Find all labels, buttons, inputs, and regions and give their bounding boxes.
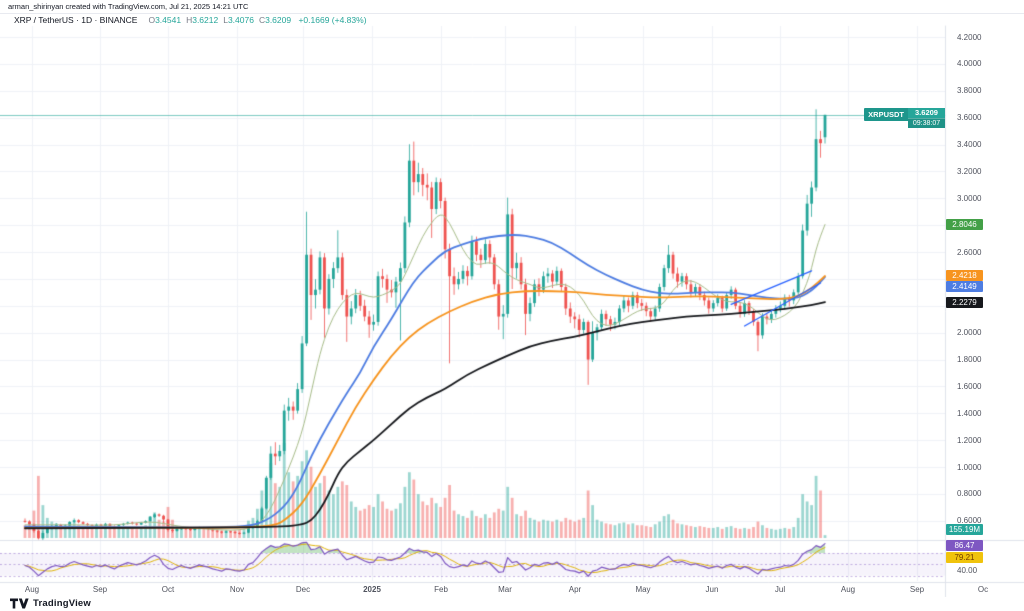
- time-axis[interactable]: Aug Sep Oct Nov Dec 2025 Feb Mar Apr May Jun Jul Aug…: [0, 582, 1024, 597]
- ma-black-badge: 2.2279: [946, 296, 983, 308]
- attribution-text: arman_shirinyan created with TradingView…: [8, 2, 249, 11]
- change-value: +0.1669 (+4.83%): [298, 15, 367, 25]
- price-tick-label: 0.8000: [957, 489, 982, 499]
- rsi-ma-badge: 79.21: [946, 551, 983, 563]
- time-tick-label-Sep: Sep: [909, 585, 925, 594]
- logo-row: TradingView: [0, 597, 1024, 611]
- time-tick-label-2025: 2025: [363, 585, 381, 594]
- price-tick-label: 1.4000: [957, 408, 982, 418]
- price-tick-label: 3.8000: [957, 86, 982, 96]
- symbol-title[interactable]: XRP / TetherUS · 1D · BINANCE: [14, 15, 138, 25]
- price-tick-label: 2.6000: [957, 247, 982, 257]
- time-tick-label-Jul: Jul: [774, 585, 786, 594]
- price-tick-label: 1.0000: [957, 462, 982, 472]
- time-tick-label-May: May: [635, 585, 651, 594]
- price-tick-label: 3.4000: [957, 140, 982, 150]
- volume-badge: 155.19M: [946, 523, 983, 535]
- time-tick-label-Apr: Apr: [568, 585, 582, 594]
- ohlc-value-H: 3.6212: [192, 15, 219, 25]
- time-tick-label-Aug: Aug: [840, 585, 856, 594]
- last-price-badge: XRPUSDT 3.6209 09:38:07: [864, 107, 945, 128]
- symbol-info-bar: XRP / TetherUS · 1D · BINANCE O3.4541 H3.6…: [14, 15, 367, 25]
- time-tick-label-Feb: Feb: [434, 585, 448, 594]
- price-tick-label: 3.6000: [957, 113, 982, 123]
- tradingview-logo[interactable]: TradingView: [10, 598, 91, 609]
- time-tick-label-Mar: Mar: [498, 585, 512, 594]
- rsi-badge: 86.47: [946, 540, 983, 551]
- ohlc-value-C: 3.6209: [265, 15, 292, 25]
- rsi-tick-label: 40.00: [957, 565, 978, 575]
- price-axis[interactable]: 4.2000 4.0000 3.8000 3.6000 3.4000 3.2000 3.00…: [945, 26, 1024, 597]
- time-tick-label-Sep: Sep: [92, 585, 108, 594]
- price-tick-label: 1.6000: [957, 381, 982, 391]
- ohlc-value-L: 3.4076: [227, 15, 254, 25]
- ohlc-value-O: 3.4541: [155, 15, 182, 25]
- time-tick-label-Jun: Jun: [705, 585, 719, 594]
- tradingview-logo-text: TradingView: [33, 598, 91, 609]
- attribution-bar: [0, 0, 1024, 14]
- ohlc-label-C: C: [258, 15, 266, 25]
- price-tick-label: 1.8000: [957, 355, 982, 365]
- ma-blue-badge: 2.4149: [946, 281, 983, 293]
- ohlc-values: O3.4541 H3.6212 L3.4076 C3.6209: [143, 15, 291, 25]
- time-tick-label-Oct: Oct: [161, 585, 175, 594]
- symbol-chip: XRPUSDT: [864, 107, 908, 121]
- time-tick-label-Aug: Aug: [24, 585, 40, 594]
- price-tick-label: 0.6000: [957, 516, 982, 526]
- price-tick-label: 4.0000: [957, 59, 982, 69]
- time-tick-label-Oc: Oc: [977, 585, 989, 594]
- ohlc-label-O: O: [148, 15, 156, 25]
- last-price-value: 3.6209: [908, 107, 945, 118]
- bar-countdown: 09:38:07: [908, 117, 945, 128]
- time-tick-label-Dec: Dec: [295, 585, 311, 594]
- price-tick-label: 1.2000: [957, 435, 982, 445]
- price-tick-label: 2.0000: [957, 328, 982, 338]
- last-price-stack: 3.6209 09:38:07: [908, 107, 945, 128]
- price-tick-label: 3.2000: [957, 166, 982, 176]
- ma-green-badge: 2.8046: [946, 219, 983, 231]
- ohlc-label-L: L: [223, 15, 228, 25]
- price-tick-label: 3.0000: [957, 193, 982, 203]
- price-tick-label: 4.2000: [957, 32, 982, 42]
- ohlc-label-H: H: [186, 15, 193, 25]
- tradingview-logo-icon: [10, 598, 29, 609]
- ma-orange-badge: 2.4218: [946, 270, 983, 282]
- time-tick-label-Nov: Nov: [229, 585, 245, 594]
